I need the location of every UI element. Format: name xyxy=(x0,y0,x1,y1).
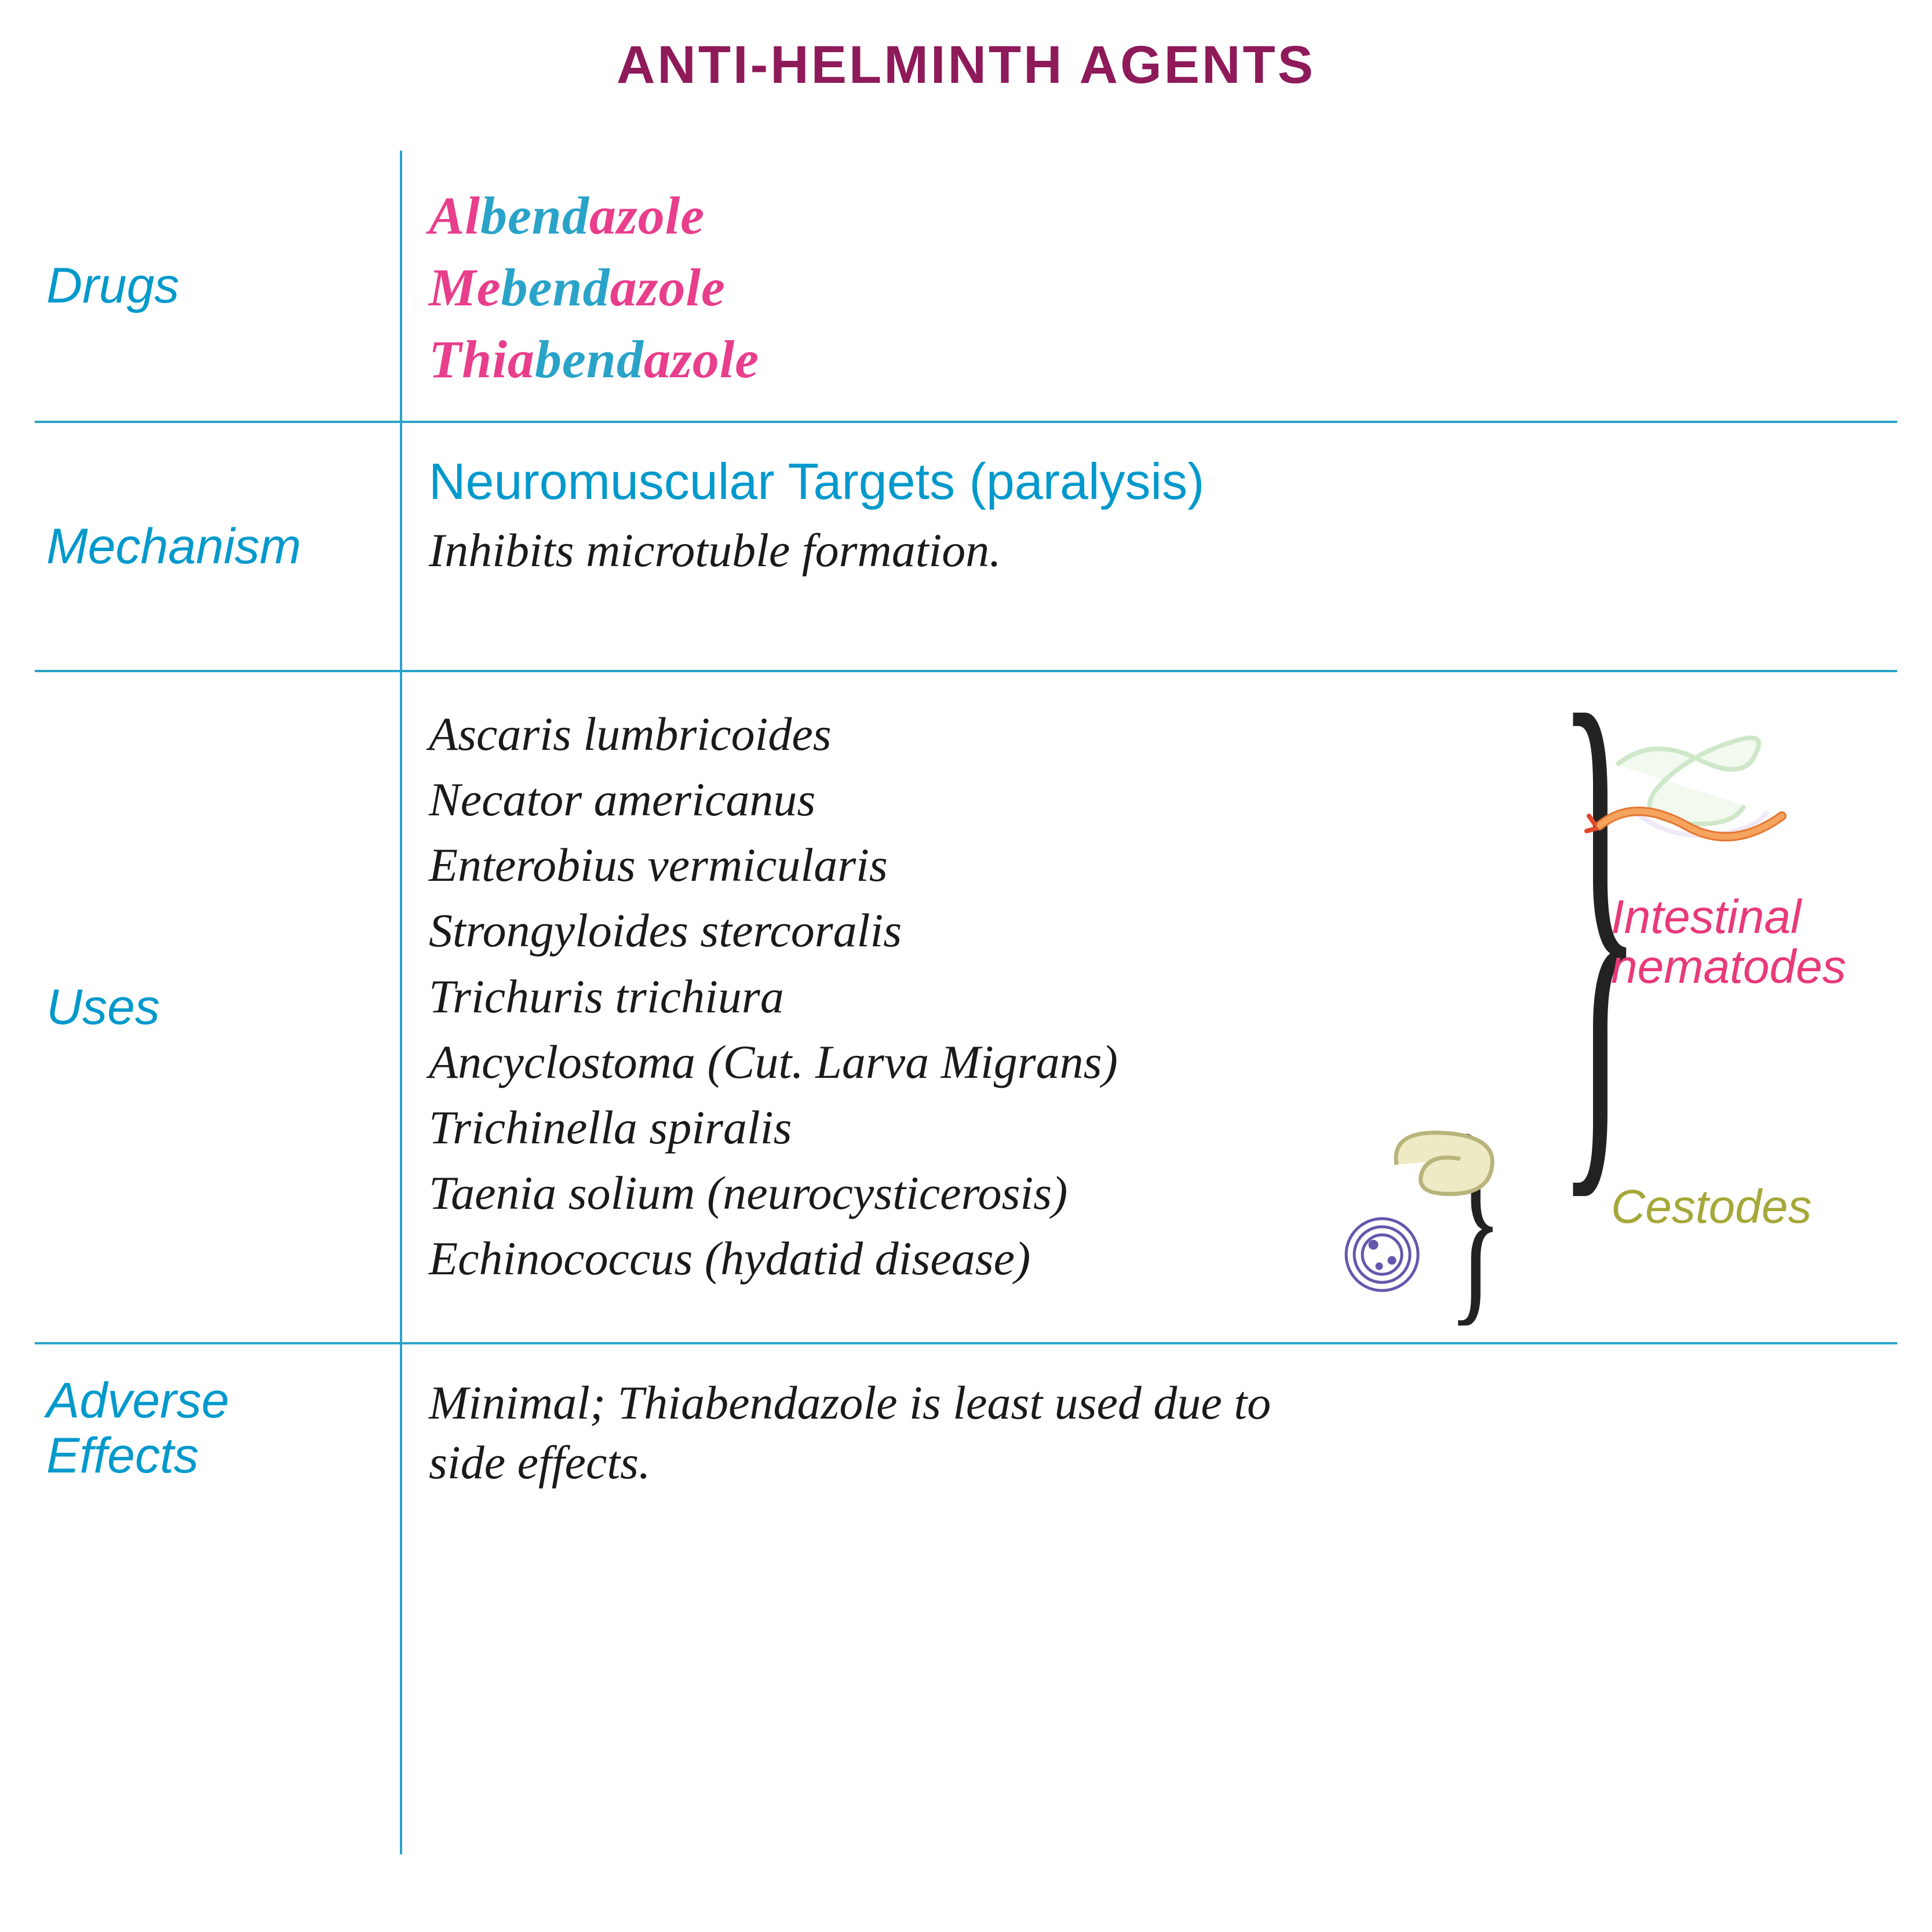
content-adverse: Minimal; Thiabendazole is least used due… xyxy=(400,1344,1897,1553)
drug-name: Mebendazole xyxy=(429,251,1880,323)
cestode-bean-icon xyxy=(1379,1118,1507,1205)
row-adverse: AdverseEffects Minimal; Thiabendazole is… xyxy=(35,1344,1897,1553)
label-uses: Uses xyxy=(35,672,400,1342)
intestine-worm-icon xyxy=(1582,724,1802,875)
group-label-nematodes: Intestinalnematodes xyxy=(1611,892,1846,992)
row-uses: Uses Ascaris lumbricoidesNecator america… xyxy=(35,672,1897,1344)
content-uses: Ascaris lumbricoidesNecator americanusEn… xyxy=(400,672,1897,1342)
hydatid-cyst-icon xyxy=(1339,1211,1426,1298)
label-mechanism: Mechanism xyxy=(35,423,400,670)
label-adverse: AdverseEffects xyxy=(35,1344,400,1553)
content-drugs: AlbendazoleMebendazoleThiabendazole xyxy=(400,151,1897,421)
mechanism-heading: Neuromuscular Targets (paralysis) xyxy=(429,452,1880,511)
use-item: Ancyclostoma (Cut. Larva Migrans) xyxy=(429,1029,1880,1095)
drug-name: Thiabendazole xyxy=(429,323,1880,395)
label-drugs: Drugs xyxy=(35,151,400,421)
drug-name: Albendazole xyxy=(429,180,1880,251)
info-table: Drugs AlbendazoleMebendazoleThiabendazol… xyxy=(35,151,1897,1553)
page-title: ANTI-HELMINTH AGENTS xyxy=(617,35,1315,96)
row-drugs: Drugs AlbendazoleMebendazoleThiabendazol… xyxy=(35,151,1897,423)
use-item: Echinococcus (hydatid disease) xyxy=(429,1226,1880,1291)
content-mechanism: Neuromuscular Targets (paralysis) Inhibi… xyxy=(400,423,1897,670)
use-item: Trichinella spiralis xyxy=(429,1095,1880,1160)
mechanism-body: Inhibits microtuble formation. xyxy=(429,521,1880,581)
adverse-body: Minimal; Thiabendazole is least used due… xyxy=(429,1373,1298,1492)
group-label-cestodes: Cestodes xyxy=(1611,1182,1811,1232)
